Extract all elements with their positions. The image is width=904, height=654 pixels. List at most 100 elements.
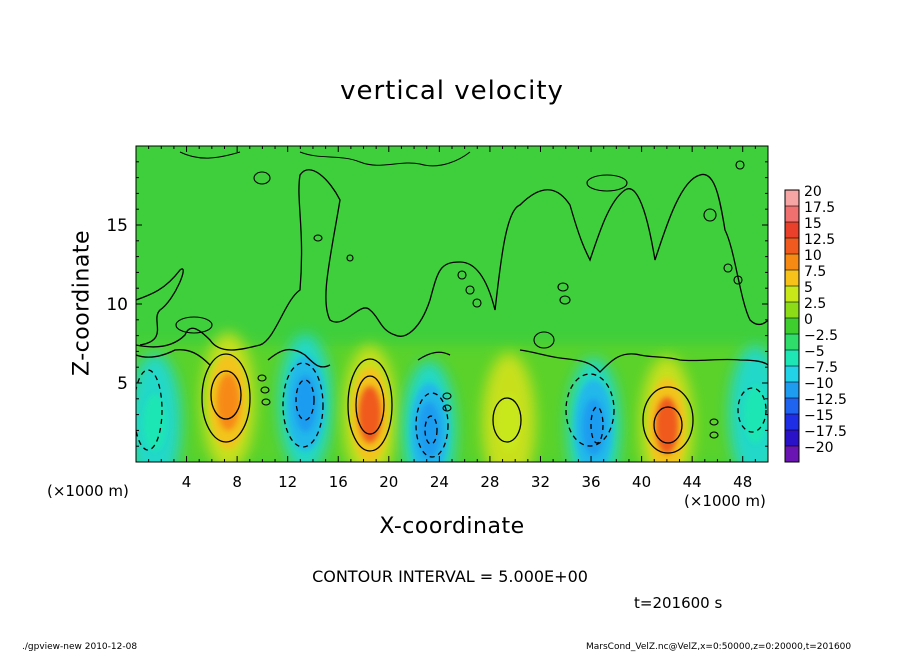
x-tick-label: 20	[379, 473, 398, 491]
colorbar-swatch	[785, 446, 799, 462]
contour-small	[533, 331, 555, 349]
colorbar-swatch	[785, 238, 799, 254]
colorbar-label: 5	[804, 280, 813, 296]
contour-small	[559, 295, 571, 305]
colorbar-swatch	[785, 398, 799, 414]
time-label: t=201600 s	[634, 594, 723, 612]
contour-small	[175, 316, 213, 334]
velocity-cell-core	[216, 373, 240, 431]
footer-right: MarsCond_VelZ.nc@VelZ,x=0:50000,z=0:2000…	[586, 642, 852, 652]
colorbar: 2017.51512.5107.552.50−2.5−5−7.5−10−12.5…	[784, 184, 847, 463]
x-tick-label: 48	[733, 473, 752, 491]
contour-zero-line	[136, 169, 768, 351]
colorbar-label: 10	[804, 248, 822, 264]
x-unit-left: (×1000 m)	[47, 482, 129, 500]
velocity-cell-core	[358, 386, 382, 444]
footer-left: ./gpview-new 2010-12-08	[22, 642, 138, 652]
chart-title: vertical velocity	[340, 76, 564, 106]
contour-small	[457, 270, 467, 280]
velocity-cell-core	[294, 375, 317, 432]
x-tick-label: 24	[430, 473, 449, 491]
contour-negative	[295, 379, 315, 421]
colorbar-frame	[784, 189, 800, 463]
x-tick-label: 12	[278, 473, 297, 491]
contour-positive	[653, 406, 683, 444]
colorbar-swatch	[785, 254, 799, 270]
colorbar-swatch	[785, 334, 799, 350]
colorbar-swatch	[785, 286, 799, 302]
y-axis: 5 10 15	[106, 161, 768, 447]
contour-small	[703, 208, 717, 222]
colorbar-swatch	[785, 190, 799, 206]
contour-small	[735, 160, 745, 170]
colorbar-swatch	[785, 350, 799, 366]
colorbar-swatch	[785, 270, 799, 286]
contour-small	[557, 282, 569, 292]
contour-small	[257, 374, 267, 382]
colorbar-swatch	[785, 382, 799, 398]
contour-small	[253, 171, 271, 185]
contour-small	[346, 254, 354, 262]
contour-small	[260, 386, 270, 394]
colorbar-label: 15	[804, 216, 822, 232]
velocity-cell-core	[743, 386, 767, 444]
x-tick-label: 32	[531, 473, 550, 491]
x-axis: 4 8 12 16 20 24 28 32 36 40 44 48	[148, 146, 756, 491]
contour-negative	[737, 387, 767, 433]
contour-small	[313, 234, 323, 242]
contour-positive	[347, 358, 393, 452]
x-tick-label: 28	[480, 473, 499, 491]
contour-negative	[424, 415, 438, 445]
colorbar-swatch	[785, 318, 799, 334]
colorbar-label: 17.5	[804, 200, 835, 216]
x-tick-label: 8	[232, 473, 242, 491]
contour-negative	[590, 406, 604, 444]
contour-positive	[201, 353, 251, 443]
x-tick-label: 4	[182, 473, 192, 491]
colorbar-swatch	[785, 414, 799, 430]
contour-small	[261, 398, 271, 406]
colorbar-label: 7.5	[804, 264, 826, 280]
contour-positive	[210, 370, 242, 420]
contour-negative	[565, 373, 615, 447]
colorbar-swatch	[785, 366, 799, 382]
velocity-cell-core	[143, 394, 167, 451]
colorbar-label: −12.5	[804, 392, 847, 408]
y-tick-label: 10	[106, 295, 128, 315]
colorbar-swatch	[785, 430, 799, 446]
x-tick-label: 16	[329, 473, 348, 491]
colorbar-swatch	[785, 302, 799, 318]
colorbar-label: −10	[804, 376, 834, 392]
contour-small	[442, 404, 452, 412]
contour-lines	[136, 151, 768, 458]
velocity-cell-core	[417, 401, 441, 459]
velocity-cells	[136, 332, 768, 462]
contour-small	[472, 298, 482, 308]
colorbar-label: −2.5	[804, 328, 838, 344]
colorbar-label: −5	[804, 344, 825, 360]
x-tick-label: 44	[683, 473, 702, 491]
contour-zero-line	[136, 348, 768, 373]
contour-positive	[492, 397, 522, 443]
contour-positive	[642, 386, 694, 454]
contour-small	[733, 275, 743, 285]
upper-region	[136, 146, 768, 346]
colorbar-label: −20	[804, 440, 834, 456]
colorbar-label: 2.5	[804, 296, 826, 312]
contour-small	[709, 431, 719, 439]
colorbar-label: 12.5	[804, 232, 835, 248]
contour-small	[442, 392, 452, 400]
colorbar-label: −17.5	[804, 424, 847, 440]
colorbar-label: 0	[804, 312, 813, 328]
contour-small	[586, 174, 628, 192]
contour-interval-label: CONTOUR INTERVAL = 5.000E+00	[312, 567, 588, 586]
colorbar-label: −7.5	[804, 360, 838, 376]
contour-top-edge	[179, 151, 471, 167]
velocity-cell-core	[582, 398, 605, 456]
contour-negative	[282, 362, 324, 448]
contour-negative	[136, 369, 163, 451]
colorbar-swatch	[785, 222, 799, 238]
contour-small	[709, 418, 719, 426]
contour-small	[465, 285, 475, 295]
